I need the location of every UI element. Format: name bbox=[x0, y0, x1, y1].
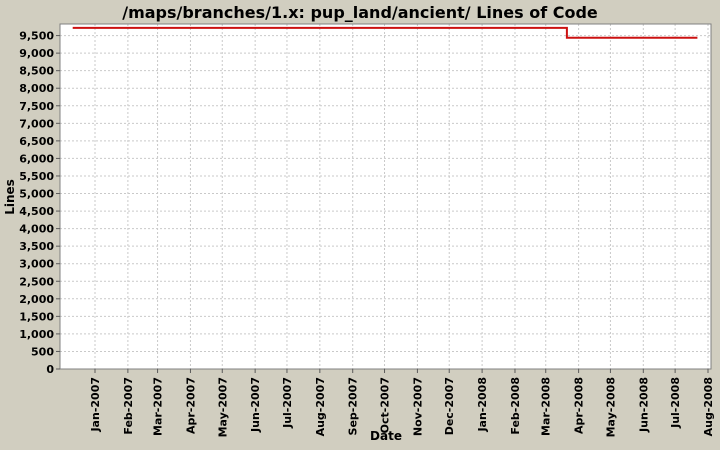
y-tick-label: 1,000 bbox=[19, 328, 54, 341]
y-axis-label: Lines bbox=[3, 179, 17, 215]
x-tick-label: May-2007 bbox=[216, 377, 229, 437]
x-tick-label: Feb-2007 bbox=[122, 377, 135, 435]
y-tick-label: 1,500 bbox=[19, 310, 54, 323]
x-tick-label: Oct-2007 bbox=[379, 377, 392, 433]
y-tick-label: 9,500 bbox=[19, 30, 54, 43]
y-tick-label: 9,000 bbox=[19, 47, 54, 60]
y-tick-label: 7,000 bbox=[19, 117, 54, 130]
y-tick-label: 5,000 bbox=[19, 188, 54, 201]
x-tick-label: Aug-2007 bbox=[314, 377, 327, 436]
y-tick-label: 3,500 bbox=[19, 240, 54, 253]
y-tick-label: 7,500 bbox=[19, 100, 54, 113]
y-tick-label: 2,500 bbox=[19, 275, 54, 288]
x-axis-label: Date bbox=[370, 429, 402, 443]
x-tick-label: Nov-2007 bbox=[411, 377, 424, 436]
y-tick-label: 5,500 bbox=[19, 170, 54, 183]
series-layer bbox=[72, 26, 698, 39]
y-tick-label: 6,000 bbox=[19, 152, 54, 165]
x-tick-label: Mar-2008 bbox=[540, 377, 553, 436]
x-tick-label: Dec-2007 bbox=[443, 377, 456, 435]
plot-border bbox=[59, 23, 712, 370]
y-tick-label: 3,000 bbox=[19, 258, 54, 271]
x-tick-label: Jul-2007 bbox=[281, 377, 294, 429]
x-tick-label: Aug-2008 bbox=[702, 377, 715, 436]
series-line bbox=[72, 26, 698, 39]
y-tick-label: 8,000 bbox=[19, 82, 54, 95]
x-tick-label: Jan-2007 bbox=[89, 377, 102, 433]
x-tick-label: Jul-2008 bbox=[669, 377, 682, 429]
x-tick-label: Apr-2007 bbox=[184, 377, 197, 434]
y-tick-label: 500 bbox=[31, 345, 54, 358]
ticks-layer: Jan-2007 Feb-2007 Mar-2007 Apr-2007 May-2007… bbox=[19, 30, 715, 438]
plot-background bbox=[60, 24, 711, 369]
x-tick-label: Mar-2007 bbox=[152, 377, 165, 436]
x-tick-label: Apr-2008 bbox=[573, 377, 586, 434]
x-tick-label: Jan-2008 bbox=[476, 377, 489, 433]
x-tick-label: Feb-2008 bbox=[509, 377, 522, 435]
gridlines-layer bbox=[60, 24, 711, 369]
y-tick-label: 6,500 bbox=[19, 135, 54, 148]
x-tick-label: Jun-2008 bbox=[637, 377, 650, 433]
x-tick-label: Jun-2007 bbox=[249, 377, 262, 433]
x-tick-label: May-2008 bbox=[604, 377, 617, 437]
y-tick-label: 4,000 bbox=[19, 223, 54, 236]
x-tick-label: Sep-2007 bbox=[347, 377, 360, 435]
y-tick-label: 2,000 bbox=[19, 293, 54, 306]
y-tick-label: 8,500 bbox=[19, 65, 54, 78]
chart-title: /maps/branches/1.x: pup_land/ancient/ Li… bbox=[122, 3, 598, 22]
y-tick-label: 4,500 bbox=[19, 205, 54, 218]
y-tick-label: 0 bbox=[46, 363, 54, 376]
